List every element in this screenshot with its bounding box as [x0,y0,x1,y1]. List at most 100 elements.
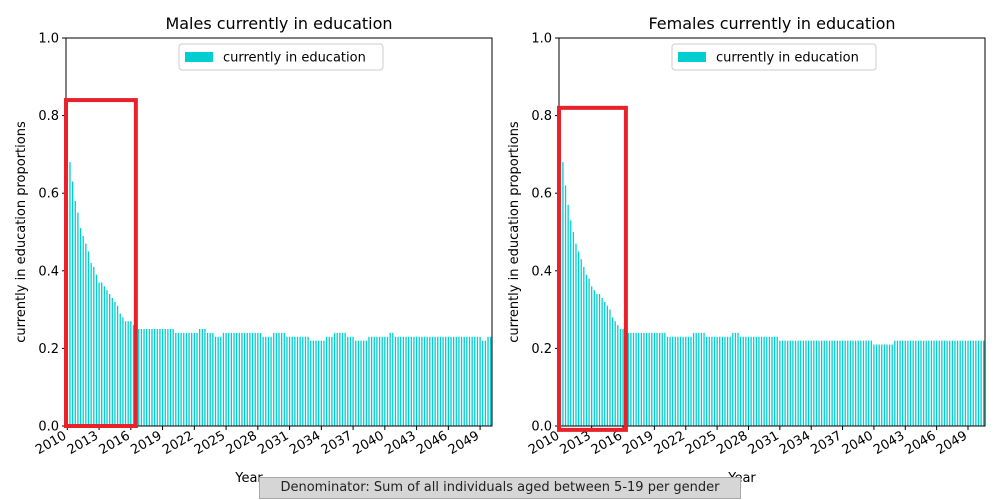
bar [632,332,635,426]
bar [907,340,909,426]
highlight-box [64,98,138,429]
bar [575,243,577,426]
bar [161,329,164,426]
bar [564,185,567,426]
bar [677,336,679,426]
bar [82,235,84,426]
bar [886,344,888,426]
bar [729,336,731,426]
bar [789,340,791,426]
bar [849,340,852,426]
bar [336,332,338,426]
bar [156,329,158,426]
bar [331,336,333,426]
bar [622,329,624,426]
bar [967,340,969,426]
bar [700,332,703,426]
bar [745,336,747,426]
bar [664,332,666,426]
bar [737,332,739,426]
bar [349,336,352,426]
bar [431,336,434,426]
x-tick-label: 2019 [620,428,656,458]
bar [658,332,661,426]
bar [77,212,79,426]
bar [983,340,985,426]
bar [841,340,844,426]
bar [802,340,805,426]
bar [739,336,742,426]
bar [784,340,786,426]
bar [873,344,875,426]
bar [813,340,815,426]
bar [167,329,169,426]
bar [111,297,113,426]
bar [259,332,262,426]
bar [753,336,755,426]
bar [400,336,402,426]
bar [653,332,656,426]
bar [140,329,143,426]
bar [191,332,193,426]
bar [810,340,812,426]
bar [265,336,267,426]
bar [828,340,831,426]
x-tick-label: 2028 [224,428,260,458]
bar [779,340,781,426]
denominator-footnote: Denominator: Sum of all individuals aged… [259,477,741,499]
y-tick-label: 0.2 [38,342,59,357]
bar [852,340,854,426]
bar [458,336,460,426]
bar [233,332,235,426]
bar [405,336,407,426]
bar [949,340,951,426]
x-tick-label: 2034 [777,428,813,458]
bar [286,336,288,426]
bar [127,321,129,426]
bar [593,290,595,426]
y-tick-label: 0.4 [38,264,59,279]
bar [904,340,906,426]
bar [463,336,465,426]
bar [225,332,227,426]
bar [857,340,859,426]
bar [302,336,304,426]
bar [964,340,967,426]
bar [763,336,765,426]
bar [288,336,291,426]
bar [198,329,201,426]
bar [74,200,76,426]
bar [153,329,156,426]
bar [831,340,833,426]
x-tick-label: 2037 [319,428,355,458]
bar [251,332,254,426]
bar [672,336,674,426]
bar [341,332,344,426]
bar [119,313,121,426]
bar [742,336,744,426]
bar [943,340,946,426]
bar [370,336,373,426]
x-tick-label: 2028 [714,428,750,458]
legend-swatch [678,52,706,62]
bar [439,336,442,426]
bar [800,340,802,426]
bar [143,329,145,426]
bar [487,336,489,426]
bar [193,332,195,426]
bar [169,329,172,426]
bar [437,336,439,426]
bar [159,329,161,426]
bar [344,332,346,426]
bar [222,332,225,426]
bar [868,340,870,426]
bar [87,251,90,426]
bar [452,336,455,426]
bar [101,282,103,426]
x-tick-label: 2046 [902,428,938,458]
bar [766,336,768,426]
bar [651,332,653,426]
bar [690,336,692,426]
bar [570,220,572,426]
bar [969,340,972,426]
